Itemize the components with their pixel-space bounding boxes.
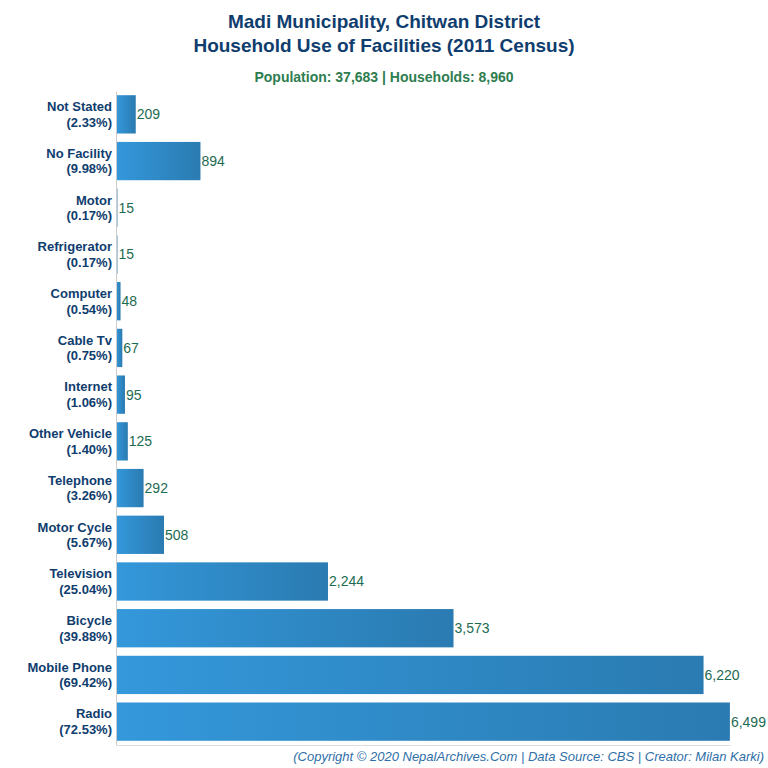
- y-tick-label: Bicycle(39.88%): [59, 613, 112, 644]
- bar: [116, 142, 200, 180]
- y-tick: Motor Cycle(5.67%): [38, 520, 116, 551]
- y-tick-label: Telephone(3.26%): [48, 473, 112, 504]
- data-labels: 209 894 15 15 48 67 95 125 292 508 2,244 3,573 6,220…: [118, 106, 766, 729]
- y-tick: Refrigerator(0.17%): [38, 239, 116, 270]
- data-label: 15: [118, 246, 134, 262]
- y-tick-label: Radio(72.53%): [59, 706, 112, 737]
- bar: [116, 422, 128, 460]
- bar: [116, 469, 144, 507]
- y-axis-line: [116, 92, 117, 746]
- y-tick-label: Not Stated(2.33%): [47, 99, 112, 130]
- y-tick: Internet(1.06%): [64, 379, 116, 410]
- y-tick: Not Stated(2.33%): [47, 99, 116, 130]
- data-label: 95: [126, 387, 142, 403]
- data-label: 125: [129, 433, 153, 449]
- y-tick: Radio(72.53%): [59, 706, 116, 737]
- data-label: 292: [145, 480, 169, 496]
- y-tick: Television(25.04%): [49, 566, 116, 597]
- y-tick-label: Computer(0.54%): [51, 286, 112, 317]
- y-tick: Computer(0.54%): [51, 286, 116, 317]
- y-tick-label: No Facility(9.98%): [46, 146, 113, 177]
- y-tick: Telephone(3.26%): [48, 473, 116, 504]
- y-tick-label: Motor(0.17%): [66, 193, 112, 224]
- bar: [116, 702, 730, 740]
- x-axis: [117, 745, 731, 746]
- y-tick-label: Cable Tv(0.75%): [58, 333, 113, 364]
- x-axis-line: [117, 745, 731, 746]
- bar: [116, 656, 704, 694]
- data-label: 48: [122, 293, 138, 309]
- bar: [116, 609, 454, 647]
- title: Madi Municipality, Chitwan DistrictHouse…: [193, 11, 574, 56]
- data-label: 2,244: [329, 573, 364, 589]
- data-label: 6,499: [731, 714, 766, 730]
- y-tick: Other Vehicle(1.40%): [29, 426, 116, 457]
- y-tick: No Facility(9.98%): [46, 146, 116, 177]
- bar: [116, 95, 136, 133]
- y-tick-label: Internet(1.06%): [64, 379, 112, 410]
- data-label: 15: [118, 200, 134, 216]
- bar: [116, 562, 328, 600]
- y-tick-label: Refrigerator(0.17%): [38, 239, 112, 270]
- y-tick-label: Mobile Phone(69.42%): [28, 660, 113, 691]
- bars: [116, 95, 730, 741]
- y-axis: Not Stated(2.33%) No Facility(9.98%) Motor…: [28, 92, 117, 746]
- y-tick-label: Motor Cycle(5.67%): [38, 520, 112, 551]
- footer: (Copyright © 2020 NepalArchives.Com | Da…: [293, 749, 764, 764]
- y-tick: Bicycle(39.88%): [59, 613, 116, 644]
- chart: Madi Municipality, Chitwan DistrictHouse…: [0, 0, 768, 768]
- y-tick: Cable Tv(0.75%): [58, 333, 116, 364]
- data-label: 67: [123, 340, 139, 356]
- y-tick: Motor(0.17%): [66, 193, 116, 224]
- bar: [116, 516, 164, 554]
- bar: [116, 375, 125, 413]
- data-label: 508: [165, 527, 189, 543]
- y-tick-label: Other Vehicle(1.40%): [29, 426, 112, 457]
- y-tick: Mobile Phone(69.42%): [28, 660, 117, 691]
- data-label: 3,573: [455, 620, 490, 636]
- data-label: 894: [201, 153, 225, 169]
- subtitle: Population: 37,683 | Households: 8,960: [254, 69, 513, 85]
- y-tick-label: Television(25.04%): [49, 566, 112, 597]
- data-label: 209: [137, 106, 161, 122]
- data-label: 6,220: [705, 667, 740, 683]
